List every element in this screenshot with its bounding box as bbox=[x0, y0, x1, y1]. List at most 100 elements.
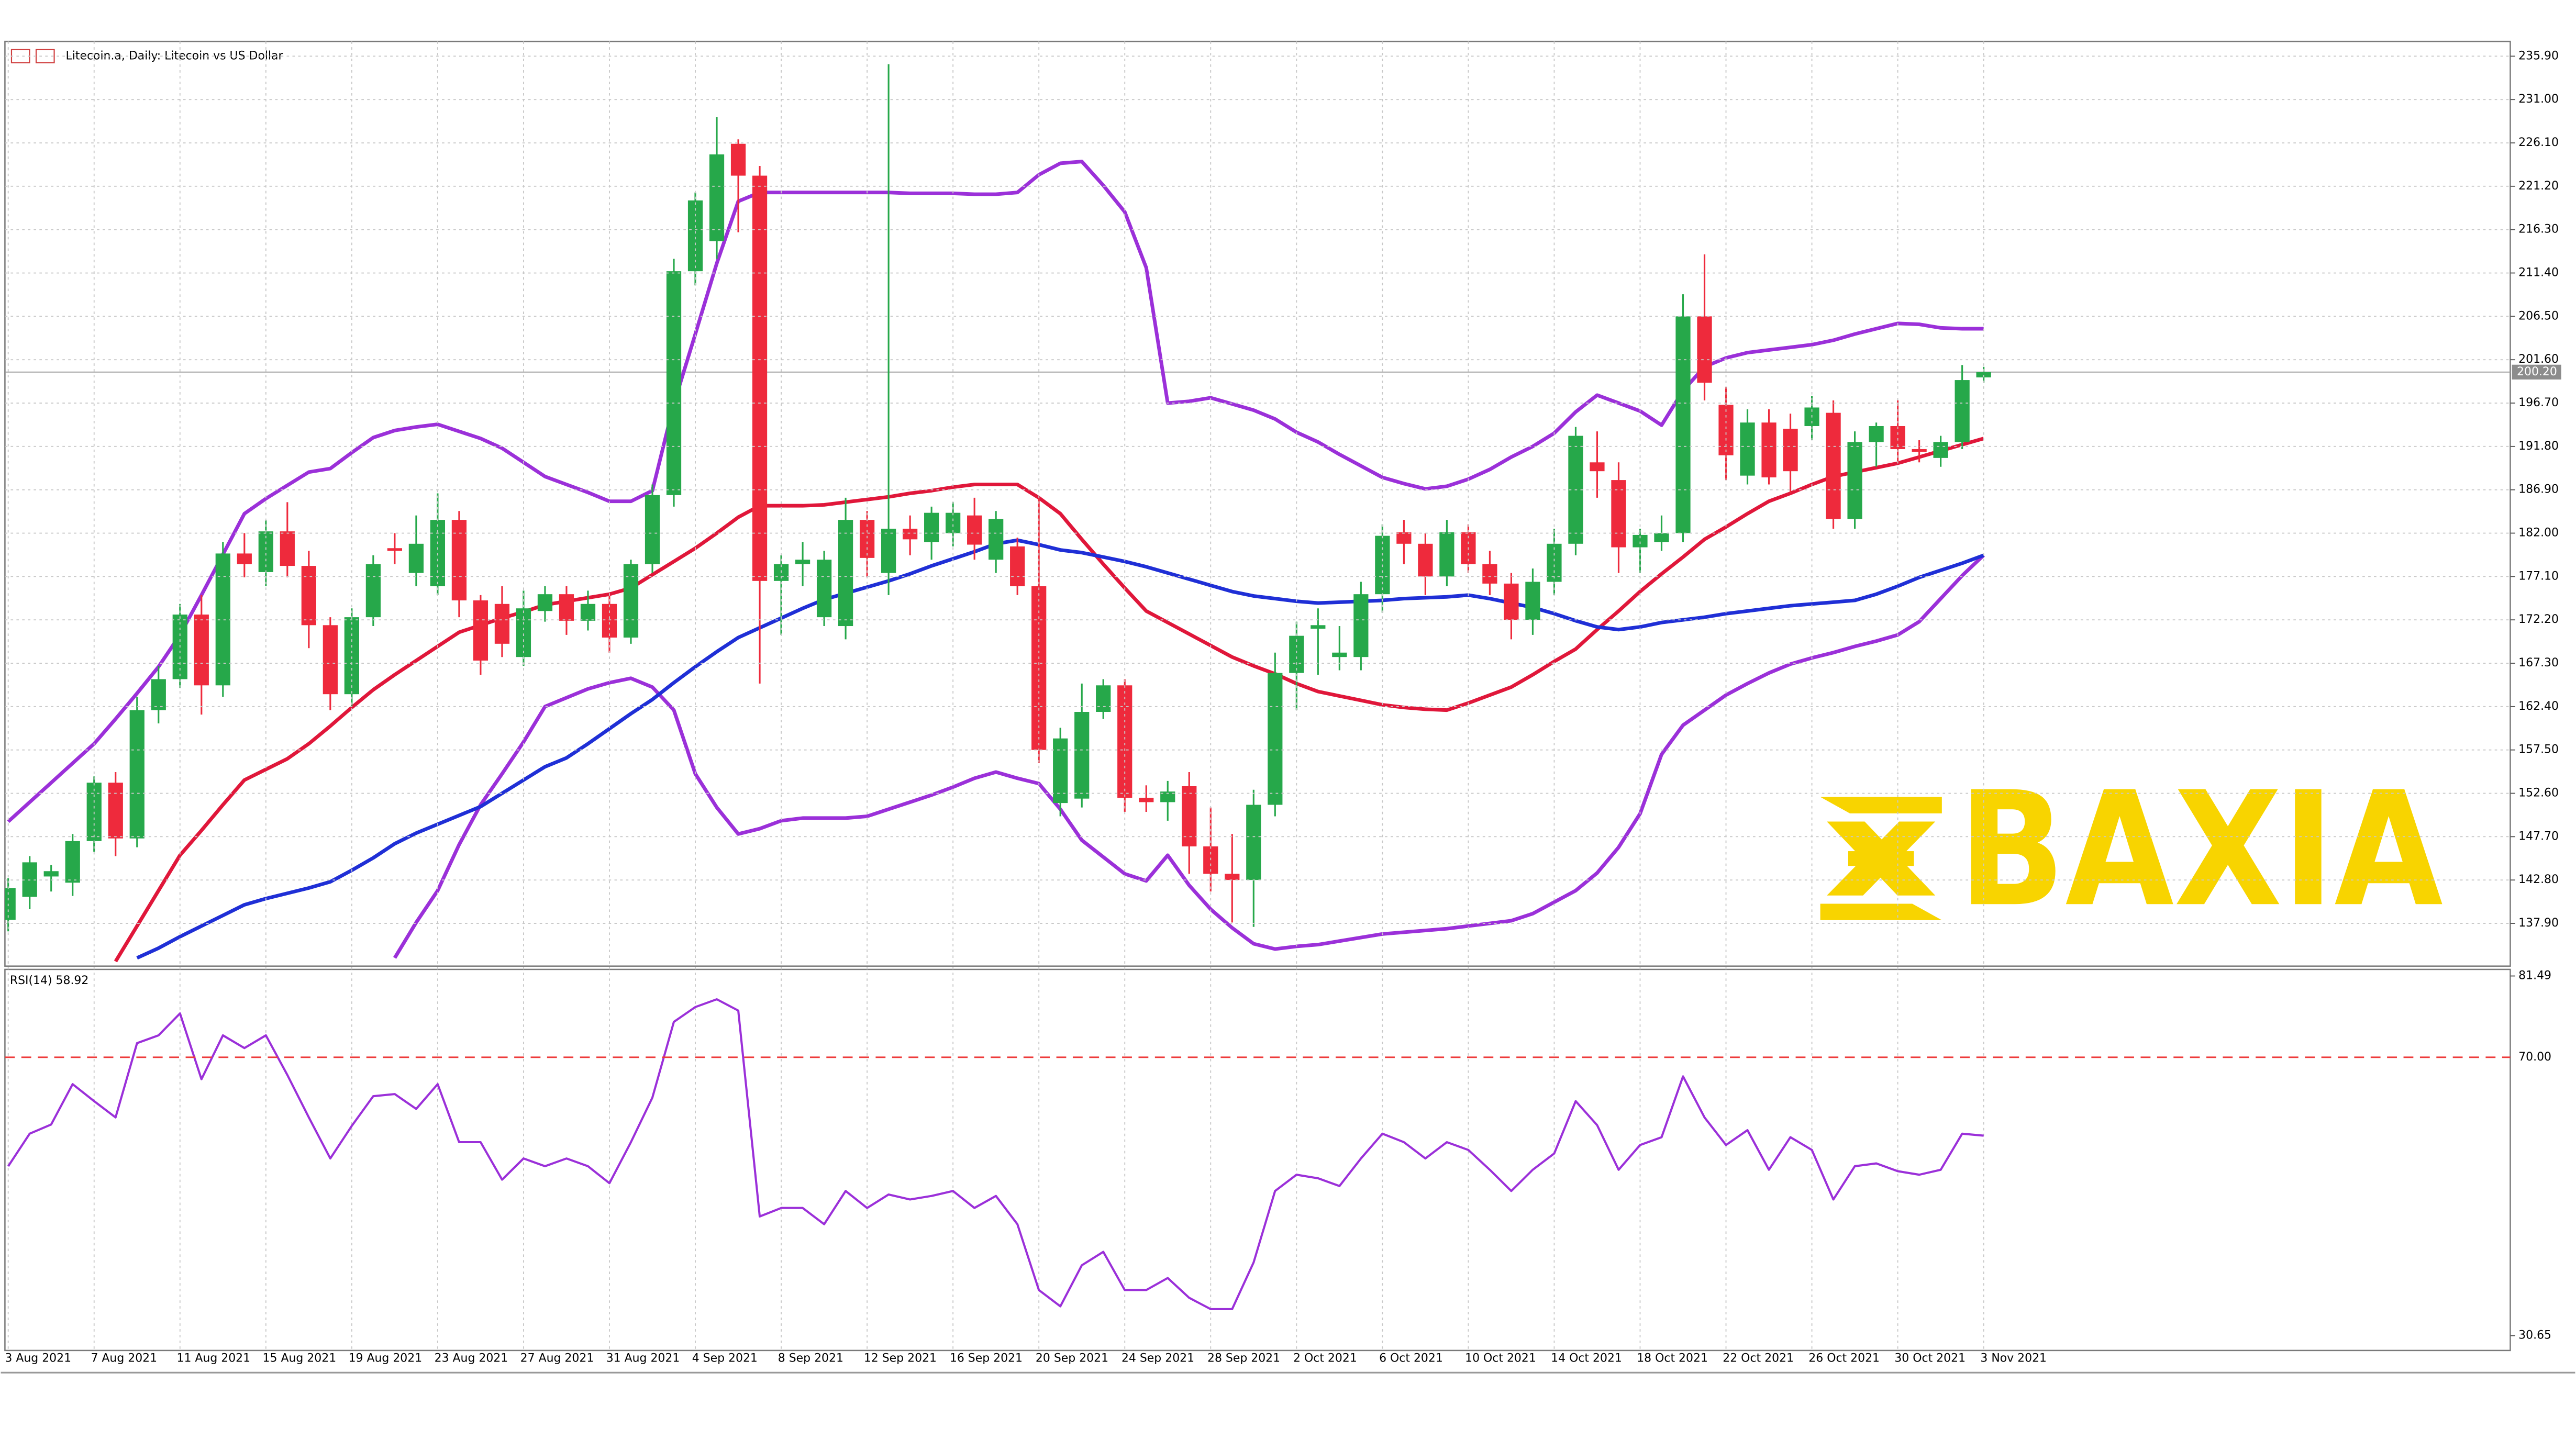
line bbox=[136, 538, 1984, 960]
y-tick-label: 216.30 bbox=[2518, 223, 2559, 236]
candle-body bbox=[1697, 316, 1712, 383]
candle-body bbox=[1053, 738, 1068, 803]
logo-bar bbox=[1820, 797, 1942, 813]
y-tick-label: 206.50 bbox=[2518, 309, 2559, 322]
candle-body bbox=[408, 543, 424, 573]
pane-plot bbox=[7, 998, 1984, 1311]
candle-body bbox=[838, 520, 853, 627]
candle-body bbox=[645, 495, 660, 564]
candle-body bbox=[1590, 462, 1605, 472]
candle-body bbox=[194, 615, 209, 686]
x-tick-label: 31 Aug 2021 bbox=[606, 1352, 680, 1365]
candle-body bbox=[1396, 532, 1412, 544]
candle-body bbox=[387, 548, 402, 551]
candle-body bbox=[280, 531, 295, 566]
y-tick-label: 191.80 bbox=[2518, 440, 2559, 453]
y-tick-label: 221.20 bbox=[2518, 180, 2559, 193]
candle-body bbox=[903, 529, 918, 540]
candle-body bbox=[451, 520, 467, 601]
candle-body bbox=[666, 271, 682, 495]
y-tick-label: 226.10 bbox=[2518, 136, 2559, 149]
x-tick-label: 2 Oct 2021 bbox=[1293, 1352, 1357, 1365]
candle-body bbox=[1182, 786, 1197, 846]
rsi-pane-frame bbox=[4, 968, 2511, 1352]
x-tick-label: 16 Sep 2021 bbox=[950, 1352, 1023, 1365]
candle-body bbox=[1740, 422, 1755, 476]
candle-body bbox=[687, 200, 703, 272]
candle-body bbox=[1525, 582, 1540, 620]
y-tick-label: 177.10 bbox=[2518, 570, 2559, 583]
candle-body bbox=[237, 553, 252, 564]
candle-body bbox=[881, 529, 896, 573]
candle-body bbox=[1912, 449, 1927, 452]
candle-body bbox=[1783, 429, 1798, 472]
candle-body bbox=[924, 512, 939, 542]
candle-body bbox=[1353, 594, 1369, 657]
logo-bar bbox=[1848, 851, 1914, 866]
y-tick-label: 172.20 bbox=[2518, 613, 2559, 626]
x-tick-label: 30 Oct 2021 bbox=[1894, 1352, 1966, 1365]
candle-body bbox=[1246, 805, 1261, 880]
y-tick-label: 162.40 bbox=[2518, 700, 2559, 713]
candle-body bbox=[151, 679, 166, 710]
candle-body bbox=[1010, 546, 1025, 586]
x-tick-label: 6 Oct 2021 bbox=[1379, 1352, 1443, 1365]
candle-body bbox=[516, 608, 531, 657]
candle-body bbox=[1675, 316, 1691, 533]
x-tick-label: 24 Sep 2021 bbox=[1122, 1352, 1194, 1365]
main-pane-frame bbox=[4, 40, 2511, 967]
candle-body bbox=[1289, 635, 1304, 673]
line bbox=[114, 437, 1984, 963]
candle-body bbox=[494, 604, 510, 644]
y-tick-label: 231.00 bbox=[2518, 93, 2559, 106]
candle-body bbox=[1418, 543, 1433, 577]
candle-body bbox=[580, 604, 596, 621]
candle-body bbox=[301, 566, 316, 626]
candle-body bbox=[1117, 685, 1132, 798]
x-tick-label: 20 Sep 2021 bbox=[1036, 1352, 1108, 1365]
level-label: 70.00 bbox=[2518, 1051, 2551, 1064]
line bbox=[7, 160, 1984, 823]
candle-body bbox=[1439, 532, 1454, 577]
candle-body bbox=[1311, 625, 1326, 629]
candle-body bbox=[65, 841, 80, 883]
y-tick-label: 196.70 bbox=[2518, 396, 2559, 409]
candle-body bbox=[1332, 652, 1347, 657]
x-tick-label: 3 Aug 2021 bbox=[5, 1352, 71, 1365]
candle-body bbox=[5, 888, 16, 920]
x-tick-label: 23 Aug 2021 bbox=[435, 1352, 508, 1365]
y-tick-label: 167.30 bbox=[2518, 656, 2559, 669]
watermark-text: BAXIA bbox=[1958, 758, 2444, 942]
candle-body bbox=[1955, 380, 1970, 442]
candle-body bbox=[709, 154, 725, 241]
y-tick-label: 30.65 bbox=[2518, 1329, 2551, 1342]
y-tick-label: 137.90 bbox=[2518, 917, 2559, 930]
y-tick-label: 157.50 bbox=[2518, 743, 2559, 756]
candle-body bbox=[559, 594, 574, 621]
x-tick-label: 11 Aug 2021 bbox=[176, 1352, 250, 1365]
candle-body bbox=[1847, 442, 1862, 519]
candle-body bbox=[1225, 874, 1240, 880]
line bbox=[7, 998, 1984, 1311]
candle-body bbox=[1826, 412, 1841, 519]
x-tick-label: 18 Oct 2021 bbox=[1637, 1352, 1708, 1365]
candle-body bbox=[1268, 673, 1283, 805]
candle-body bbox=[946, 512, 961, 533]
candle-body bbox=[108, 783, 123, 839]
bottom-border bbox=[1, 1371, 2575, 1374]
candle-body bbox=[989, 519, 1004, 560]
candle-body bbox=[537, 594, 553, 611]
candle-body bbox=[1633, 534, 1648, 548]
y-tick-label: 152.60 bbox=[2518, 787, 2559, 800]
title-icons bbox=[10, 49, 55, 64]
candle-body bbox=[730, 143, 746, 176]
x-tick-label: 26 Oct 2021 bbox=[1808, 1352, 1880, 1365]
logo-bar bbox=[1820, 903, 1942, 920]
candle-body bbox=[1869, 426, 1884, 442]
last-price-label: 200.20 bbox=[2517, 365, 2557, 378]
x-tick-label: 4 Sep 2021 bbox=[692, 1352, 758, 1365]
x-tick-label: 15 Aug 2021 bbox=[263, 1352, 337, 1365]
candle-body bbox=[323, 625, 338, 695]
